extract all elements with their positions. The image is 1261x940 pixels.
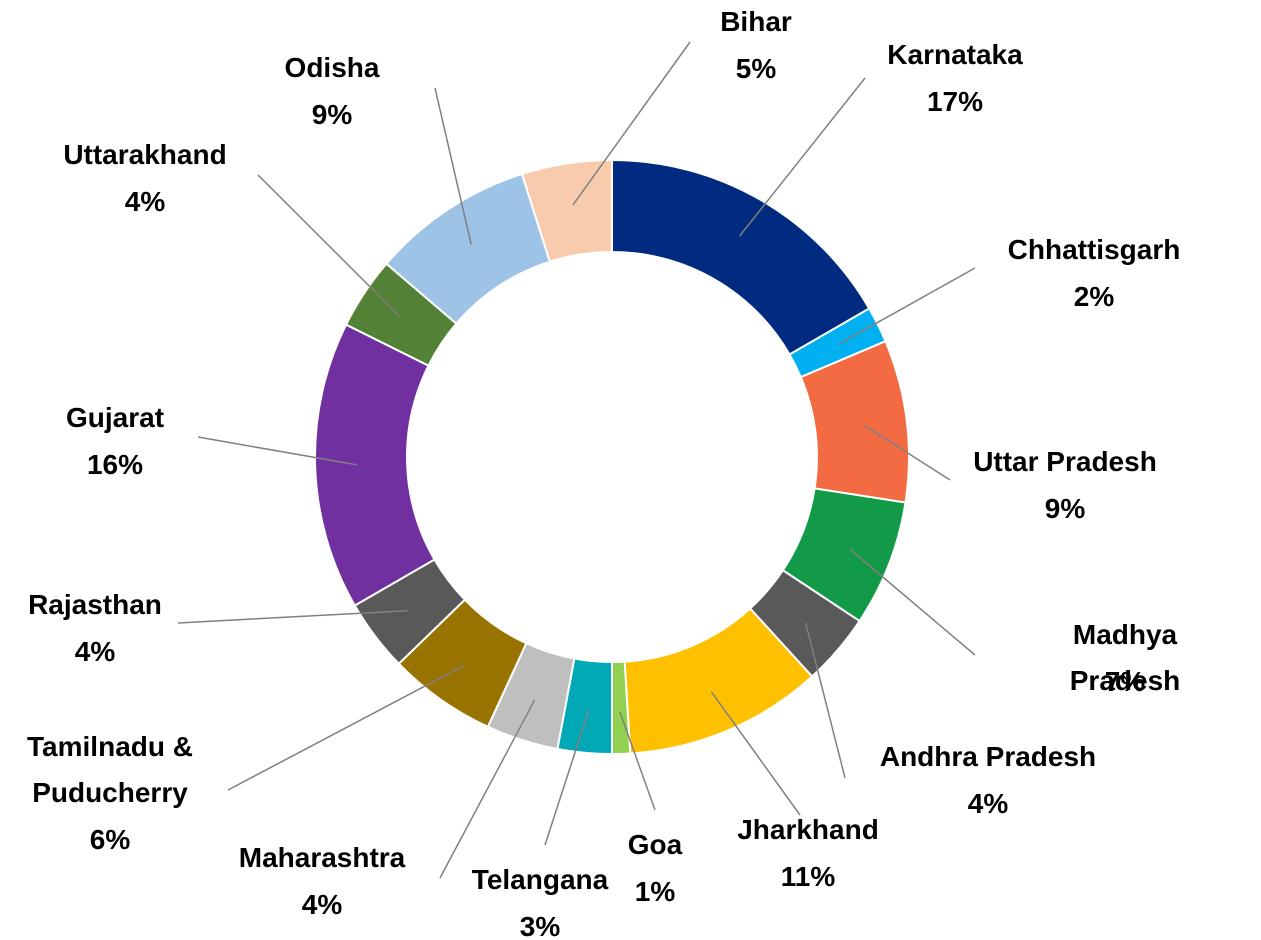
label-name: Maharashtra <box>238 842 406 873</box>
leader-line <box>710 691 801 816</box>
leader-line <box>227 664 466 791</box>
leader-line <box>849 548 976 656</box>
leader-line <box>177 609 409 624</box>
leader-line <box>197 436 358 466</box>
leader-line <box>619 711 656 811</box>
leader-line <box>839 267 976 344</box>
label-value: 17% <box>926 86 984 117</box>
label-name: Odisha <box>284 52 380 83</box>
label-name: Rajasthan <box>28 589 162 620</box>
label-name: Gujarat <box>65 402 165 433</box>
donut-segment <box>314 323 436 607</box>
label-value: 5% <box>735 53 777 84</box>
donut-segment <box>611 158 871 356</box>
leader-line <box>738 77 866 237</box>
label-name: Madhya Pradesh <box>1069 619 1181 696</box>
label-name: Chhattisgarh <box>1007 234 1181 265</box>
label-value: 4% <box>124 186 166 217</box>
leader-line <box>257 174 400 317</box>
label-value: 4% <box>301 889 343 920</box>
label-value: 6% <box>89 824 131 855</box>
label-value: 2% <box>1073 281 1115 312</box>
label-name: Uttar Pradesh <box>973 446 1157 477</box>
donut-segment <box>520 158 613 263</box>
label-name: Goa <box>627 829 683 860</box>
label-value: 3% <box>519 911 561 940</box>
label-value: 16% <box>86 449 144 480</box>
leader-line <box>864 425 951 481</box>
label-name: Karnataka <box>887 39 1023 70</box>
label-name: Telangana <box>471 864 609 895</box>
label-name: Bihar <box>720 6 792 37</box>
label-value: 11% <box>780 861 836 892</box>
leader-line <box>434 87 472 245</box>
label-name: Jharkhand <box>737 814 879 845</box>
label-name: Uttarakhand <box>63 139 227 170</box>
label-value: 9% <box>1044 493 1086 524</box>
leader-line <box>804 622 846 779</box>
label-name: Andhra Pradesh <box>879 741 1097 772</box>
label-name: Tamilnadu & Puducherry <box>27 731 193 808</box>
label-value: 4% <box>74 636 116 667</box>
label-value: 9% <box>311 99 353 130</box>
leader-line <box>439 699 536 879</box>
leader-line <box>544 710 590 846</box>
label-value: 7% <box>1104 666 1146 697</box>
label-value: 4% <box>967 788 1009 819</box>
leader-line <box>572 41 691 206</box>
label-value: 1% <box>634 876 676 907</box>
